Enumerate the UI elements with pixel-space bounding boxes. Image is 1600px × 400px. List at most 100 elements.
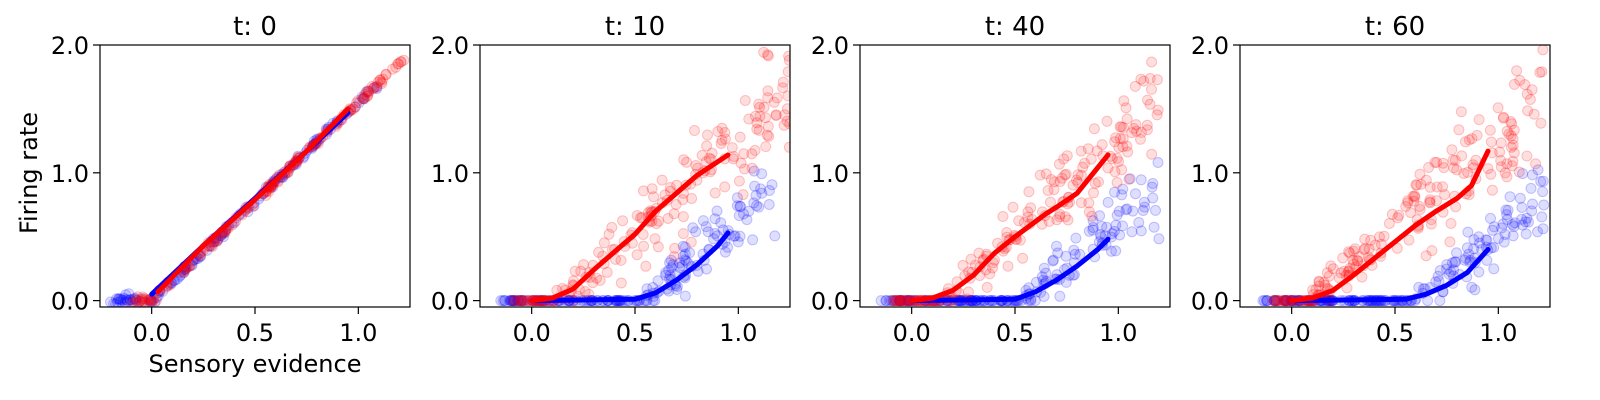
scatter-point-blue — [127, 293, 139, 305]
x-tick-label: 0.5 — [1376, 319, 1414, 347]
scatter-point-red — [631, 249, 643, 261]
scatter-point-blue — [719, 246, 731, 258]
scatter-point-red — [1528, 108, 1540, 120]
scatter-point-red — [1060, 168, 1072, 180]
scatter-point-blue — [880, 295, 892, 307]
scatter-point-blue — [1261, 295, 1273, 307]
scatter-point-blue — [516, 295, 528, 307]
scatter-point-blue — [1498, 236, 1510, 248]
scatter-point-red — [973, 247, 985, 259]
scatter-point-blue — [1109, 186, 1120, 198]
scatter-point-blue — [894, 295, 906, 307]
scatter-point-blue — [1480, 234, 1492, 246]
scatter-point-blue — [1441, 259, 1453, 271]
scatter-point-blue — [149, 297, 160, 307]
scatter-point-blue — [118, 292, 130, 304]
panel-2: t: 40 0.0 0.5 1.0 0.0 1.0 2.0 — [811, 12, 1171, 347]
scatter-point-blue — [1036, 271, 1048, 283]
scatter-point-blue — [1474, 237, 1485, 249]
scatter-point-blue — [1258, 295, 1270, 307]
scatter-point-red — [136, 294, 148, 305]
scatter-point-blue — [674, 257, 686, 269]
scatter-point-red — [677, 194, 689, 206]
scatter-point-red — [1424, 197, 1436, 209]
scatter-point-red — [362, 90, 374, 102]
scatter-point-red — [519, 295, 530, 307]
scatter-point-red — [1075, 169, 1087, 181]
scatter-point-red — [1501, 125, 1513, 137]
scatter-point-red — [770, 109, 782, 121]
scatter-point-red — [760, 141, 772, 153]
scatter-point-red — [1448, 162, 1460, 174]
scatter-point-blue — [123, 288, 135, 300]
scatter-point-red — [206, 241, 218, 253]
scatter-point-blue — [115, 296, 127, 307]
scatter-point-blue — [1106, 228, 1118, 240]
scatter-point-blue — [1127, 205, 1139, 217]
scatter-point-red — [575, 265, 587, 277]
scatter-point-red — [352, 95, 364, 107]
scatter-point-red — [1351, 255, 1363, 267]
scatter-point-red — [1431, 181, 1443, 193]
scatter-point-red — [1058, 153, 1070, 165]
scatter-point-blue — [108, 298, 120, 307]
scatter-point-red — [1059, 211, 1071, 223]
scatter-point-red — [888, 295, 900, 307]
scatter-point-red — [758, 101, 770, 113]
scatter-point-red — [738, 148, 750, 160]
scatter-point-blue — [353, 97, 365, 109]
scatter-point-red — [646, 183, 658, 195]
scatter-point-red — [1045, 196, 1056, 208]
scatter-point-red — [762, 92, 774, 104]
plot-area — [1257, 45, 1550, 307]
scatter-point-red — [739, 163, 751, 175]
scatter-point-blue — [766, 179, 778, 191]
scatter-point-red — [1537, 45, 1549, 56]
scatter-point-blue — [512, 295, 524, 307]
scatter-point-red — [1307, 284, 1319, 296]
scatter-point-blue — [711, 230, 723, 242]
scatter-point-red — [690, 160, 702, 171]
scatter-point-red — [375, 76, 387, 88]
scatter-point-blue — [356, 91, 368, 103]
scatter-point-blue — [663, 264, 675, 276]
scatter-point-red — [1056, 172, 1068, 184]
scatter-point-red — [1277, 295, 1289, 307]
scatter-point-red — [591, 272, 602, 284]
scatter-point-blue — [1496, 222, 1508, 234]
scatter-point-red — [749, 144, 761, 156]
scatter-point-blue — [875, 295, 887, 307]
scatter-point-red — [1062, 214, 1074, 226]
scatter-point-red — [897, 295, 909, 307]
scatter-point-blue — [1068, 244, 1080, 256]
scatter-point-red — [366, 80, 378, 92]
scatter-point-red — [762, 49, 773, 61]
scatter-point-red — [895, 295, 907, 307]
scatter-point-red — [1343, 246, 1355, 258]
scatter-point-red — [640, 260, 652, 272]
scatter-point-red — [1152, 104, 1164, 116]
scatter-point-blue — [1514, 192, 1526, 204]
panel-title: t: 10 — [605, 12, 665, 42]
scatter-point-red — [377, 73, 389, 85]
x-tick-label: 1.0 — [1479, 319, 1517, 347]
scatter-point-blue — [1517, 168, 1529, 180]
scatter-point-red — [569, 265, 581, 277]
scatter-point-red — [1079, 157, 1091, 169]
scatter-point-red — [398, 54, 410, 66]
scatter-point-red — [893, 295, 905, 307]
scatter-point-blue — [894, 295, 906, 307]
scatter-point-red — [1503, 128, 1515, 140]
scatter-point-red — [649, 233, 661, 245]
scatter-point-red — [1425, 218, 1437, 230]
axes-frame — [859, 44, 1171, 308]
mean-line-blue — [1289, 247, 1491, 304]
scatter-point-red — [1369, 239, 1381, 251]
scatter-point-red — [515, 295, 527, 307]
scatter-point-red — [372, 76, 384, 88]
mean-line-red — [909, 152, 1111, 304]
scatter-point-blue — [1527, 198, 1538, 210]
scatter-point-blue — [690, 226, 702, 238]
scatter-point-red — [1446, 144, 1458, 156]
